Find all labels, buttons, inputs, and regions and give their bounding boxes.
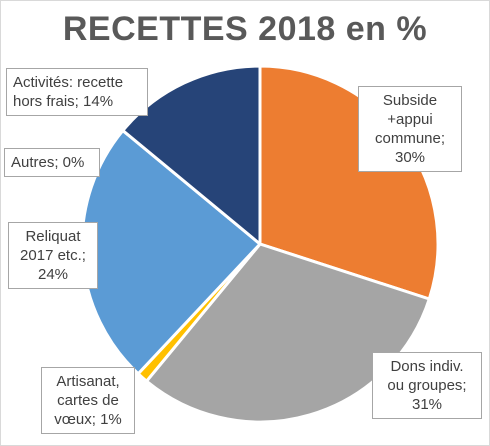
label-line: 30%	[394, 149, 426, 166]
label-line: ou groupes;	[387, 377, 467, 394]
label-line: 24%	[37, 266, 69, 283]
label-line: commune;	[374, 130, 446, 147]
label-line: Subside	[382, 92, 438, 109]
chart-title: RECETTES 2018 en %	[62, 10, 428, 48]
label-line: +appui	[387, 111, 433, 128]
label-subside: Subside +appui commune; 30%	[358, 86, 462, 172]
label-line: 31%	[411, 396, 443, 413]
label-reliquat: Reliquat 2017 etc.; 24%	[8, 222, 98, 289]
label-line: Autres; 0%	[11, 154, 85, 171]
label-line: Dons indiv.	[390, 358, 464, 375]
slice-dons	[145, 242, 431, 424]
label-dons: Dons indiv. ou groupes; 31%	[372, 352, 482, 419]
label-activites: Activités: recette hors frais; 14%	[6, 68, 148, 116]
label-line: Artisanat,	[56, 373, 120, 390]
label-artisanat: Artisanat, cartes de vœux; 1%	[41, 367, 135, 434]
label-line: Activités: recette	[13, 74, 124, 91]
label-line: vœux; 1%	[54, 411, 122, 428]
label-autres: Autres; 0%	[4, 148, 100, 177]
label-line: 2017 etc.;	[20, 247, 86, 264]
label-line: Reliquat	[25, 228, 81, 245]
label-line: cartes de	[57, 392, 119, 409]
label-line: hors frais; 14%	[13, 93, 114, 110]
slice-activites	[121, 64, 262, 246]
